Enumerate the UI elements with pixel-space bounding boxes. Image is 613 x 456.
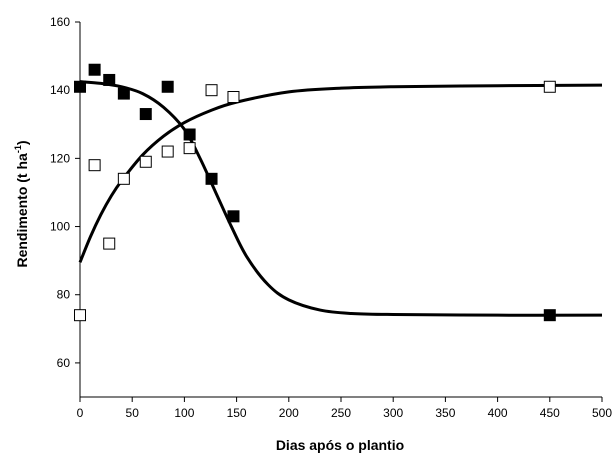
filled-square-marker (139, 108, 152, 121)
open-square-marker (161, 145, 174, 158)
fit-curves (78, 80, 603, 317)
x-tick-label: 350 (435, 406, 455, 420)
filled-square-marker (103, 73, 116, 86)
open-square-marker (139, 155, 152, 168)
y-axis-title: Rendimento (t ha-1) (13, 140, 30, 267)
x-tick-label: 200 (279, 406, 299, 420)
x-axis-title: Dias após o plantio (276, 437, 404, 453)
open-square-marker (183, 142, 196, 155)
x-tick-label: 50 (126, 406, 140, 420)
filled-square-marker (227, 210, 240, 223)
filled-series-fit-curve (79, 80, 603, 317)
filled-square-marker (205, 172, 218, 185)
x-tick-label: 400 (488, 406, 508, 420)
open-square-marker (74, 309, 86, 322)
open-square-marker (117, 172, 130, 185)
open-square-marker (88, 159, 101, 172)
y-tick-label: 160 (50, 15, 70, 29)
x-tick-label: 250 (331, 406, 351, 420)
data-markers (74, 63, 556, 322)
y-axis-title-sup: -1 (13, 145, 23, 153)
x-tick-label: 500 (592, 406, 612, 420)
x-tick-label: 100 (174, 406, 194, 420)
open-series-fit-curve (78, 83, 603, 263)
y-tick-label: 120 (50, 151, 70, 165)
filled-square-marker (543, 309, 556, 322)
tick-labels: 0 50 100 150 200 250 300 350 400 450 500 60 80 100 120… (50, 15, 612, 420)
x-tick-label: 150 (227, 406, 247, 420)
x-tick-label: 0 (77, 406, 84, 420)
y-tick-label: 80 (57, 288, 71, 302)
filled-square-marker (161, 80, 174, 93)
y-axis-title-end: ) (14, 140, 30, 145)
filled-square-marker (183, 128, 196, 141)
axes (75, 21, 603, 402)
x-tick-label: 450 (540, 406, 560, 420)
filled-square-marker (88, 63, 101, 76)
y-axis-title-main: Rendimento (t ha (14, 153, 30, 268)
open-square-marker (103, 237, 116, 250)
open-square-marker (227, 91, 240, 103)
y-tick-label: 60 (57, 356, 71, 370)
open-square-marker (205, 84, 218, 97)
x-tick-label: 300 (383, 406, 403, 420)
y-tick-label: 140 (50, 83, 70, 97)
y-tick-label: 100 (50, 220, 70, 234)
filled-square-marker (74, 80, 86, 93)
open-square-marker (543, 80, 556, 93)
filled-square-marker (117, 87, 130, 100)
